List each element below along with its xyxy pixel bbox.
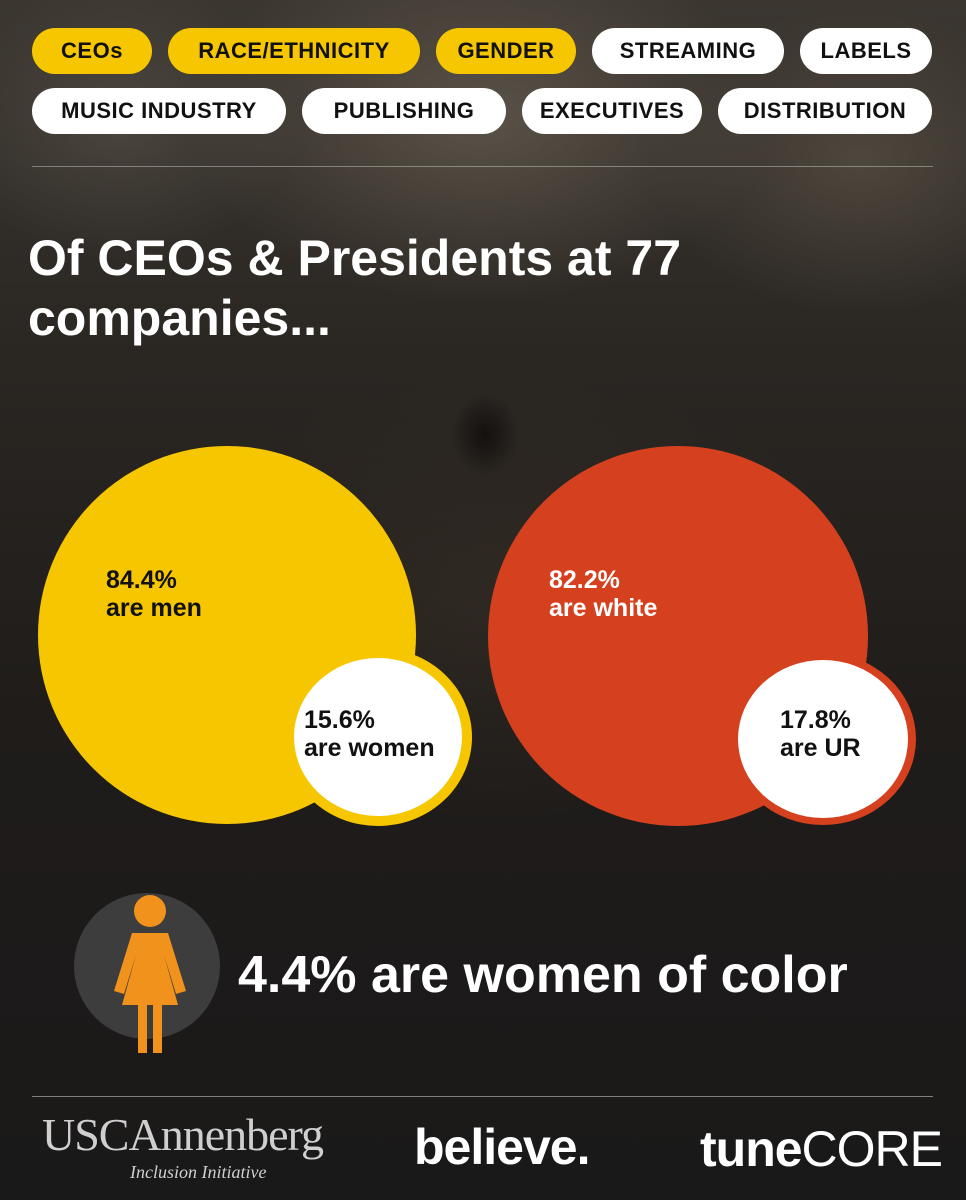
tag-ceos[interactable]: CEOs [32,28,152,74]
ur-stat: 17.8% are UR [780,706,861,762]
men-value: 84.4% [106,566,177,594]
tag-row-1: CEOs RACE/ETHNICITY GENDER STREAMING LAB… [32,28,937,74]
title-line-1: Of CEOs & Presidents at 77 [28,230,682,286]
ur-circle [738,660,908,818]
believe-dot-icon: . [576,1119,591,1175]
men-stat: 84.4% are men [106,566,202,622]
women-value: 15.6% [304,706,375,734]
usc-inclusion-initiative: Inclusion Initiative [130,1162,267,1182]
usc-annenberg-wordmark: USCAnnenberg [42,1109,324,1160]
tunecore-tune: tune [700,1121,803,1177]
white-label: are white [549,594,658,622]
header-divider [32,166,933,167]
footer-divider [32,1096,933,1097]
women-circle [294,658,462,816]
topic-tag-list: CEOs RACE/ETHNICITY GENDER STREAMING LAB… [32,28,937,148]
tag-labels[interactable]: LABELS [800,28,932,74]
women-of-color-stat: 4.4% are women of color [238,946,848,1004]
woman-icon [114,895,186,1053]
white-stat: 82.2% are white [549,566,657,622]
tag-race-ethnicity[interactable]: RACE/ETHNICITY [168,28,420,74]
usc-annenberg-logo: USCAnnenberg Inclusion Initiative [42,1109,324,1183]
tag-executives[interactable]: EXECUTIVES [522,88,702,134]
tag-music-industry[interactable]: MUSIC INDUSTRY [32,88,286,134]
white-value: 82.2% [549,566,620,594]
women-stat: 15.6% are women [304,706,435,762]
page-title: Of CEOs & Presidents at 77 companies... [28,228,908,348]
tunecore-logo: tuneCORE [700,1120,943,1178]
tag-publishing[interactable]: PUBLISHING [302,88,506,134]
men-label: are men [106,594,202,622]
believe-logo: believe. [414,1118,591,1176]
women-label: are women [304,734,435,762]
tunecore-core: CORE [801,1121,943,1177]
tag-distribution[interactable]: DISTRIBUTION [718,88,932,134]
title-line-2: companies... [28,290,331,346]
ur-value: 17.8% [780,706,851,734]
tag-streaming[interactable]: STREAMING [592,28,784,74]
tag-gender[interactable]: GENDER [436,28,576,74]
tag-row-2: MUSIC INDUSTRY PUBLISHING EXECUTIVES DIS… [32,88,937,134]
ur-label: are UR [780,734,861,762]
believe-wordmark: believe [414,1119,578,1175]
